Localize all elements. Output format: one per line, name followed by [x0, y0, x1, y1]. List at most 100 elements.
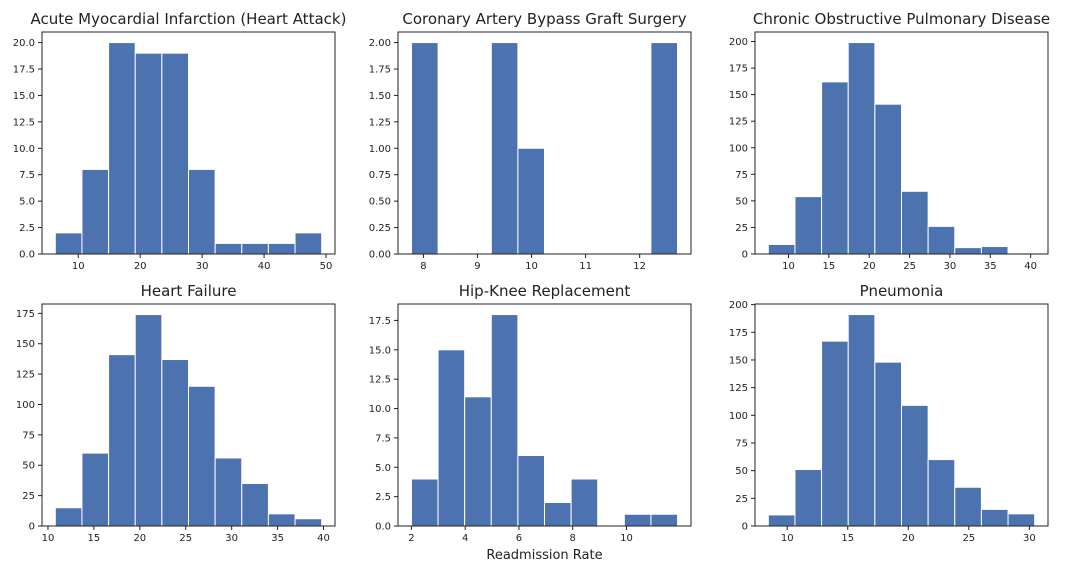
- bar: [794, 469, 823, 527]
- x-tick-label: 10: [42, 533, 55, 544]
- x-tick-label: 10: [72, 261, 85, 272]
- x-tick-label: 10: [782, 261, 795, 272]
- chart-title: Coronary Artery Bypass Graft Surgery: [402, 10, 686, 28]
- x-axis-label: Readmission Rate: [486, 548, 602, 563]
- x-tick-label: 20: [863, 261, 876, 272]
- y-tick-label: 100: [729, 411, 748, 422]
- bar: [927, 225, 956, 255]
- y-tick-label: 7.5: [19, 170, 35, 181]
- y-tick-label: 7.5: [375, 433, 391, 444]
- x-tick-label: 4: [462, 533, 468, 544]
- bar: [54, 232, 83, 255]
- chart-title: Hip-Knee Replacement: [459, 282, 631, 300]
- x-tick-label: 10: [525, 261, 538, 272]
- bar: [901, 404, 929, 527]
- chart-title: Chronic Obstructive Pulmonary Disease: [753, 10, 1050, 28]
- bar: [490, 314, 519, 527]
- y-tick-label: 0: [742, 250, 748, 261]
- bar: [623, 513, 652, 527]
- bar: [650, 513, 679, 527]
- y-tick-label: 15.0: [13, 91, 35, 102]
- y-tick-label: 125: [16, 370, 35, 381]
- y-tick-label: 17.5: [13, 65, 35, 76]
- y-tick-label: 150: [729, 355, 748, 366]
- x-tick-label: 12: [633, 261, 646, 272]
- bar: [214, 457, 243, 527]
- x-tick-label: 50: [320, 261, 333, 272]
- x-tick-label: 20: [134, 261, 147, 272]
- bar: [570, 478, 599, 527]
- y-tick-label: 75: [735, 170, 748, 181]
- y-tick-label: 17.5: [369, 316, 391, 327]
- y-tick-label: 12.5: [13, 117, 35, 128]
- bar: [134, 52, 163, 255]
- y-tick-label: 0.25: [369, 223, 391, 234]
- y-tick-label: 10.0: [13, 144, 35, 155]
- bar: [411, 42, 439, 255]
- y-tick-label: 175: [16, 309, 35, 320]
- bar: [1007, 513, 1036, 527]
- x-tick-label: 15: [822, 261, 835, 272]
- bar: [161, 359, 189, 527]
- y-tick-label: 20.0: [13, 38, 35, 49]
- bar: [134, 314, 163, 527]
- x-tick-label: 15: [841, 533, 854, 544]
- y-tick-label: 10.0: [369, 404, 391, 415]
- y-tick-label: 25: [735, 494, 748, 505]
- y-tick-label: 50: [735, 196, 748, 207]
- bar: [241, 242, 269, 255]
- y-tick-label: 12.5: [369, 375, 391, 386]
- bar: [108, 354, 136, 527]
- x-tick-label: 40: [1024, 261, 1037, 272]
- x-tick-label: 10: [620, 533, 633, 544]
- y-tick-label: 0.0: [19, 250, 35, 261]
- y-tick-label: 2.5: [19, 223, 35, 234]
- x-tick-label: 25: [903, 261, 916, 272]
- bar: [267, 242, 296, 255]
- x-tick-label: 30: [225, 533, 238, 544]
- y-tick-label: 2.00: [369, 38, 391, 49]
- bar: [954, 247, 982, 255]
- bar: [437, 349, 466, 527]
- bar: [980, 508, 1009, 527]
- bar: [294, 518, 323, 527]
- y-tick-label: 25: [735, 223, 748, 234]
- x-tick-label: 11: [579, 261, 592, 272]
- x-tick-label: 35: [984, 261, 997, 272]
- x-tick-label: 9: [474, 261, 480, 272]
- chart-title: Heart Failure: [141, 282, 237, 300]
- x-tick-label: 25: [962, 533, 975, 544]
- y-tick-label: 50: [22, 461, 35, 472]
- bar: [81, 168, 110, 255]
- x-tick-label: 30: [196, 261, 209, 272]
- x-tick-label: 8: [420, 261, 426, 272]
- y-tick-label: 150: [16, 339, 35, 350]
- y-tick-label: 175: [729, 64, 748, 75]
- y-tick-label: 50: [735, 466, 748, 477]
- bar: [54, 507, 83, 527]
- axes-frame: [41, 31, 336, 255]
- y-tick-label: 0.50: [369, 197, 391, 208]
- x-tick-label: 30: [944, 261, 957, 272]
- y-tick-label: 75: [735, 438, 748, 449]
- y-tick-label: 5.0: [19, 197, 35, 208]
- y-tick-label: 200: [729, 300, 748, 311]
- bar: [517, 147, 546, 255]
- y-tick-label: 1.00: [369, 144, 391, 155]
- y-tick-label: 125: [729, 117, 748, 128]
- y-tick-label: 0.0: [375, 522, 391, 533]
- bar: [464, 396, 492, 527]
- x-tick-label: 6: [516, 533, 522, 544]
- bar: [954, 486, 982, 527]
- bar: [767, 243, 796, 255]
- x-tick-label: 40: [317, 533, 330, 544]
- x-tick-label: 2: [408, 533, 414, 544]
- bar: [294, 232, 323, 255]
- axes-frame: [397, 31, 692, 255]
- x-tick-label: 8: [570, 533, 576, 544]
- y-tick-label: 150: [729, 90, 748, 101]
- bar: [650, 42, 678, 255]
- y-tick-label: 100: [729, 143, 748, 154]
- bar: [161, 52, 189, 255]
- bar: [517, 455, 545, 527]
